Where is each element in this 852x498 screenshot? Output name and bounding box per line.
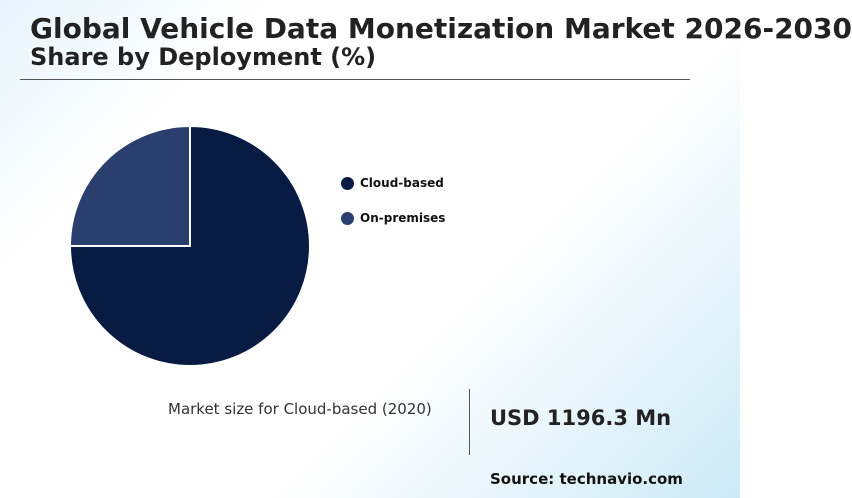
chart-legend: Cloud-based On-premises	[341, 175, 445, 245]
legend-item: Cloud-based	[341, 175, 445, 191]
pie-slice-on-premises	[68, 124, 191, 247]
legend-swatch	[341, 211, 354, 225]
legend-label: On-premises	[360, 211, 446, 225]
title-divider	[20, 79, 690, 80]
source-credit: Source: technavio.com	[490, 470, 683, 488]
market-size-label: Market size for Cloud-based (2020)	[168, 400, 432, 418]
chart-title: Global Vehicle Data Monetization Market …	[30, 12, 852, 45]
pie-slice-cloud-based	[68, 124, 311, 367]
pie-chart	[68, 124, 311, 367]
legend-item: On-premises	[341, 210, 445, 226]
stat-divider	[469, 389, 470, 455]
market-size-value: USD 1196.3 Mn	[490, 406, 672, 430]
legend-swatch	[341, 176, 354, 190]
chart-subtitle: Share by Deployment (%)	[30, 43, 377, 71]
legend-label: Cloud-based	[360, 176, 444, 190]
